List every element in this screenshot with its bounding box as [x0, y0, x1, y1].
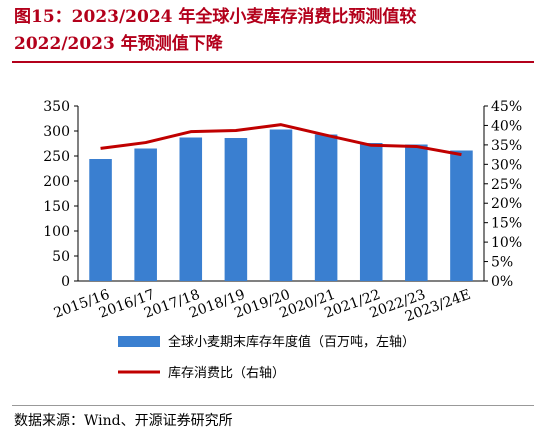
y-right-tick-label: 15%	[491, 216, 522, 232]
y-right-tick-label: 10%	[491, 235, 522, 251]
legend-bar-label: 全球小麦期末库存年度值（百万吨，左轴）	[168, 334, 415, 350]
y-left-tick-label: 350	[43, 99, 70, 115]
figure-title-line1: 图15：2023/2024 年全球小麦库存消费比预测值较	[14, 7, 417, 27]
figure-title: 图15：2023/2024 年全球小麦库存消费比预测值较 2022/2023 年…	[14, 4, 534, 58]
y-left-tick-label: 50	[52, 249, 70, 265]
bar	[450, 150, 473, 281]
x-tick-labels: 2015/162016/172017/182018/192019/202020/…	[52, 287, 473, 325]
title-rule	[12, 61, 534, 63]
chart-legend: 全球小麦期末库存年度值（百万吨，左轴） 库存消费比（右轴）	[118, 334, 415, 381]
y-right-tick-label: 35%	[491, 138, 522, 154]
bar	[89, 159, 112, 281]
y-left-tick-label: 0	[61, 274, 70, 290]
y-right-tick-label: 30%	[491, 157, 522, 173]
legend-bar-swatch	[118, 336, 160, 347]
y-right-tick-label: 40%	[491, 118, 522, 134]
bar	[314, 134, 338, 281]
bar-series	[89, 129, 473, 281]
bar	[269, 129, 293, 281]
y-right-tick-label: 0%	[491, 274, 513, 290]
legend-line-label: 库存消费比（右轴）	[168, 365, 285, 381]
y-right-tick-label: 5%	[491, 255, 513, 271]
chart-axes: 0 50 100 150 200 250 300 350 0% 5% 10% 15% 20% 25% 30%…	[43, 99, 522, 290]
y-left-tick-label: 300	[43, 124, 70, 140]
y-left-tick-label: 100	[43, 224, 70, 240]
y-right-tick-label: 25%	[491, 177, 522, 193]
bar	[405, 144, 428, 281]
bar	[224, 138, 248, 281]
y-left-tick-label: 250	[43, 149, 70, 165]
line-series	[100, 123, 462, 157]
y-left-tick-label: 150	[43, 199, 70, 215]
bar	[134, 148, 157, 281]
bar	[179, 137, 203, 281]
y-right-tick-label: 20%	[491, 196, 522, 212]
bar	[359, 143, 383, 281]
wheat-stock-chart: 0 50 100 150 200 250 300 350 0% 5% 10% 15% 20% 25% 30%…	[43, 99, 522, 381]
figure-title-line2: 2022/2023 年预测值下降	[14, 34, 223, 54]
y-right-tick-label: 45%	[491, 99, 522, 115]
y-left-tick-label: 200	[43, 174, 70, 190]
source-rule	[12, 405, 534, 406]
source-note: 数据来源：Wind、开源证券研究所	[14, 413, 233, 429]
